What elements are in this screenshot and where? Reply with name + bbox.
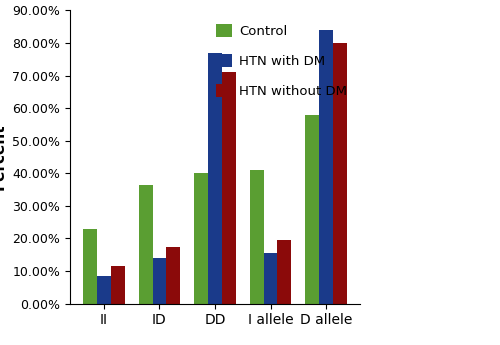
Bar bbox=[319, 30, 333, 304]
Bar bbox=[111, 266, 125, 304]
Bar bbox=[152, 258, 166, 304]
Bar bbox=[83, 229, 97, 304]
Bar bbox=[97, 276, 111, 304]
Bar bbox=[333, 43, 347, 304]
Legend: Control, HTN with DM, HTN without DM: Control, HTN with DM, HTN without DM bbox=[210, 17, 354, 105]
Bar bbox=[264, 253, 278, 304]
Bar bbox=[222, 72, 236, 304]
Y-axis label: Percent: Percent bbox=[0, 124, 6, 190]
Bar bbox=[278, 240, 291, 304]
Bar bbox=[166, 247, 180, 304]
Bar bbox=[138, 185, 152, 304]
Bar bbox=[194, 173, 208, 304]
Bar bbox=[305, 115, 319, 304]
Bar bbox=[250, 170, 264, 304]
Bar bbox=[208, 53, 222, 304]
